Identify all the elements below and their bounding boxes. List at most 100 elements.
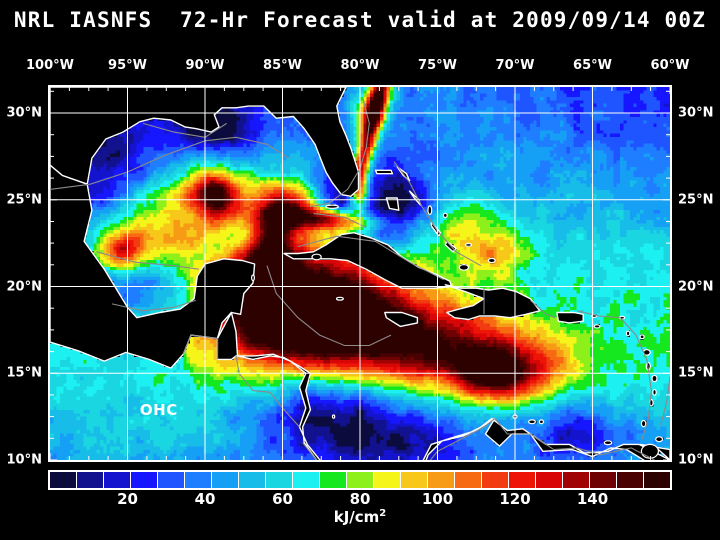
island-stcroix — [593, 324, 601, 329]
colorbar-swatch-11 — [347, 472, 374, 488]
colorbar-swatch-12 — [374, 472, 401, 488]
island-isla-juventud — [311, 253, 322, 261]
colorbar-swatch-19 — [563, 472, 590, 488]
colorbar-swatch-18 — [536, 472, 563, 488]
island-cozumel — [251, 274, 256, 282]
land-bahamas-eleuthera — [408, 190, 422, 206]
colorbar-tick-2: 60 — [272, 490, 293, 508]
colorbar-swatch-0 — [50, 472, 77, 488]
lat-tick-left-1: 25°N — [6, 192, 42, 208]
contour-line-15 — [530, 299, 556, 319]
island-margarita — [603, 440, 613, 446]
lon-tick-3: 85°W — [263, 58, 302, 73]
land-bahamas-grand — [374, 169, 394, 175]
lat-tick-right-2: 20°N — [678, 279, 714, 294]
colorbar-unit-text: kJ/cm — [333, 508, 380, 526]
contour-line-14 — [142, 122, 227, 138]
colorbar-swatch-14 — [428, 472, 455, 488]
lat-tick-right-0: 30°N — [678, 105, 714, 121]
contour-line-0 — [50, 136, 289, 190]
figure-title: NRL IASNFS 72-Hr Forecast valid at 2009/… — [13, 8, 707, 32]
colorbar-swatch-1 — [77, 472, 104, 488]
land-mexico — [50, 164, 256, 369]
colorbar-tick-6: 140 — [576, 490, 609, 508]
island-curacao — [528, 419, 537, 425]
colorbar-swatch-16 — [482, 472, 509, 488]
ohc-heatmap-canvas — [50, 87, 670, 460]
contour-line-13 — [266, 265, 392, 347]
land-hispaniola — [444, 284, 541, 321]
island-cat-island — [427, 205, 433, 216]
colorbar — [48, 470, 672, 490]
lon-tick-6: 70°W — [495, 58, 535, 73]
ohc-annotation: OHC — [139, 401, 178, 419]
colorbar-swatch-8 — [266, 472, 293, 488]
land-puertorico — [556, 311, 584, 324]
colorbar-swatch-7 — [239, 472, 266, 488]
colorbar-swatch-22 — [644, 472, 670, 488]
colorbar-swatch-21 — [617, 472, 644, 488]
lat-tick-right-4: 10°N — [678, 452, 714, 468]
lat-tick-right-1: 25°N — [678, 192, 714, 208]
island-san-salvador — [442, 212, 448, 219]
contour-line-17 — [660, 376, 670, 426]
island-stlucia — [652, 388, 657, 396]
lat-tick-left-0: 30°N — [6, 105, 42, 121]
land-jamaica — [384, 311, 419, 328]
colorbar-swatch-4 — [158, 472, 185, 488]
colorbar-swatch-10 — [320, 472, 347, 488]
contour-line-16 — [313, 213, 367, 228]
colorbar-tick-3: 80 — [349, 490, 371, 508]
colorbar-tick-1: 40 — [194, 490, 216, 508]
colorbar-unit-exponent: 2 — [379, 508, 387, 519]
island-antigua — [639, 334, 645, 340]
colorbar-tick-4: 100 — [421, 490, 454, 508]
lon-tick-0: 100°W — [26, 58, 74, 73]
contour-line-7 — [494, 418, 655, 460]
island-sanandres — [331, 414, 336, 419]
lon-tick-4: 80°W — [340, 58, 380, 73]
lat-tick-right-3: 15°N — [678, 365, 714, 381]
contour-line-6 — [429, 417, 496, 460]
colorbar-swatch-13 — [401, 472, 428, 488]
lon-tick-2: 90°W — [185, 58, 225, 73]
lat-tick-left-4: 10°N — [6, 452, 42, 468]
map-plot-area: OHC — [48, 85, 672, 462]
contour-line-8 — [297, 235, 444, 281]
colorbar-swatch-5 — [185, 472, 212, 488]
lon-tick-7: 65°W — [573, 58, 612, 73]
contour-line-5 — [302, 442, 318, 460]
colorbar-swatch-15 — [455, 472, 482, 488]
contour-line-3 — [182, 334, 218, 360]
contour-line-1 — [96, 251, 199, 270]
island-martinique — [651, 374, 658, 383]
lat-tick-left-3: 15°N — [6, 365, 42, 381]
contour-line-4 — [235, 355, 300, 428]
lon-tick-5: 75°W — [418, 58, 457, 73]
colorbar-tick-5: 120 — [499, 490, 531, 508]
island-inagua — [458, 263, 470, 271]
land-bahamas-andros — [385, 197, 400, 211]
land-cuba — [283, 232, 453, 289]
island-turks — [487, 257, 496, 264]
island-bonaire — [538, 419, 544, 425]
colorbar-swatch-20 — [590, 472, 617, 488]
island-tobago — [655, 436, 664, 443]
lat-tick-left-2: 20°N — [6, 279, 42, 294]
lon-tick-8: 60°W — [650, 58, 690, 73]
colorbar-swatch-17 — [509, 472, 536, 488]
contour-line-12 — [576, 310, 652, 440]
island-mayaguana — [464, 242, 473, 247]
colorbar-tick-0: 20 — [117, 490, 138, 508]
island-cayman — [335, 296, 344, 301]
island-keywest — [325, 204, 339, 209]
colorbar-unit-label: kJ/cm2 — [0, 508, 720, 526]
island-grenada — [640, 419, 647, 428]
island-stkitts — [625, 330, 631, 337]
contour-line-11 — [393, 161, 482, 267]
colorbar-swatch-6 — [212, 472, 239, 488]
colorbar-swatch-2 — [104, 472, 131, 488]
colorbar-swatch-9 — [293, 472, 320, 488]
lon-tick-1: 95°W — [108, 58, 147, 73]
